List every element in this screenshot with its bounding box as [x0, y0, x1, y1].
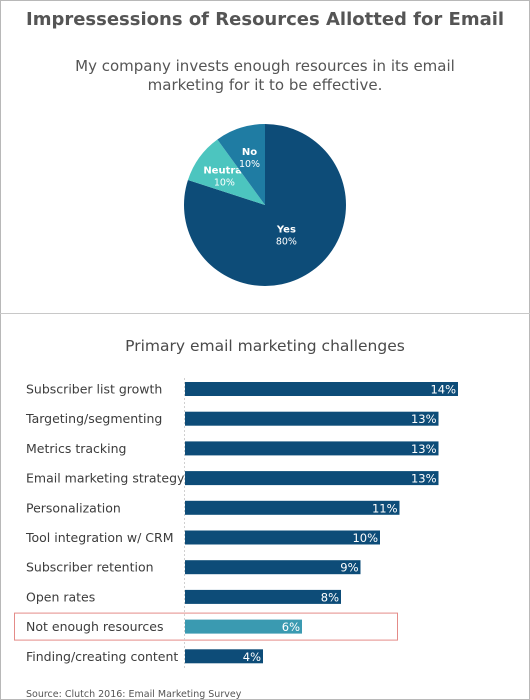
bar-value-label: 13%: [411, 442, 437, 456]
bar-value-label: 8%: [321, 590, 339, 604]
category-label: Email marketing strategy: [26, 471, 185, 486]
bar-value-label: 13%: [411, 412, 437, 426]
bar-value-label: 14%: [430, 383, 456, 397]
pie-slice-no: [217, 124, 265, 205]
bar-value-label: 10%: [352, 531, 378, 545]
bar-value-label: 11%: [372, 501, 398, 515]
bar: [185, 411, 439, 426]
category-label: Open rates: [26, 589, 95, 604]
pie-slice-label: Neutral: [203, 166, 245, 177]
category-label: Not enough resources: [26, 619, 163, 634]
bar: [185, 471, 439, 486]
pie-slice-yes: [183, 124, 346, 286]
bar-chart: Subscriber list growth 14% Targeting/segme…: [14, 378, 458, 669]
pie-slice-value: 80%: [276, 237, 297, 248]
bar-chart-title: Primary email marketing challenges: [125, 337, 405, 355]
category-label: Metrics tracking: [26, 441, 127, 456]
pie-chart-title: My company invests enough resources in i…: [75, 57, 455, 94]
bar: [185, 382, 458, 396]
category-label: Finding/creating content: [26, 649, 178, 664]
bar: [185, 500, 400, 515]
bar-value-label: 4%: [243, 650, 261, 664]
pie-slice-neutral: [187, 139, 265, 205]
bar-value-label: 13%: [411, 472, 437, 486]
page-title: Impressessions of Resources Allotted for…: [26, 9, 505, 30]
bar: [185, 649, 263, 664]
pie-slice-value: 10%: [239, 159, 260, 170]
category-label: Targeting/segmenting: [25, 411, 162, 426]
source-note: Source: Clutch 2016: Email Marketing Sur…: [26, 689, 242, 700]
section-divider: [0, 313, 530, 314]
category-label: Subscriber list growth: [26, 382, 162, 397]
pie-slice-label: Yes: [276, 225, 296, 236]
bar-value-label: 6%: [282, 620, 300, 634]
category-label: Personalization: [26, 500, 121, 515]
bar: [185, 589, 341, 604]
bar: [185, 619, 302, 634]
highlight-box: [14, 612, 398, 641]
category-label: Tool integration w/ CRM: [25, 530, 174, 545]
pie-slice-label: No: [242, 147, 257, 158]
bar-value-label: 9%: [340, 561, 358, 575]
pie-slice-value: 10%: [214, 178, 235, 189]
category-label: Subscriber retention: [26, 560, 154, 575]
bar: [185, 530, 380, 545]
bar: [185, 441, 439, 456]
bar: [185, 560, 361, 575]
